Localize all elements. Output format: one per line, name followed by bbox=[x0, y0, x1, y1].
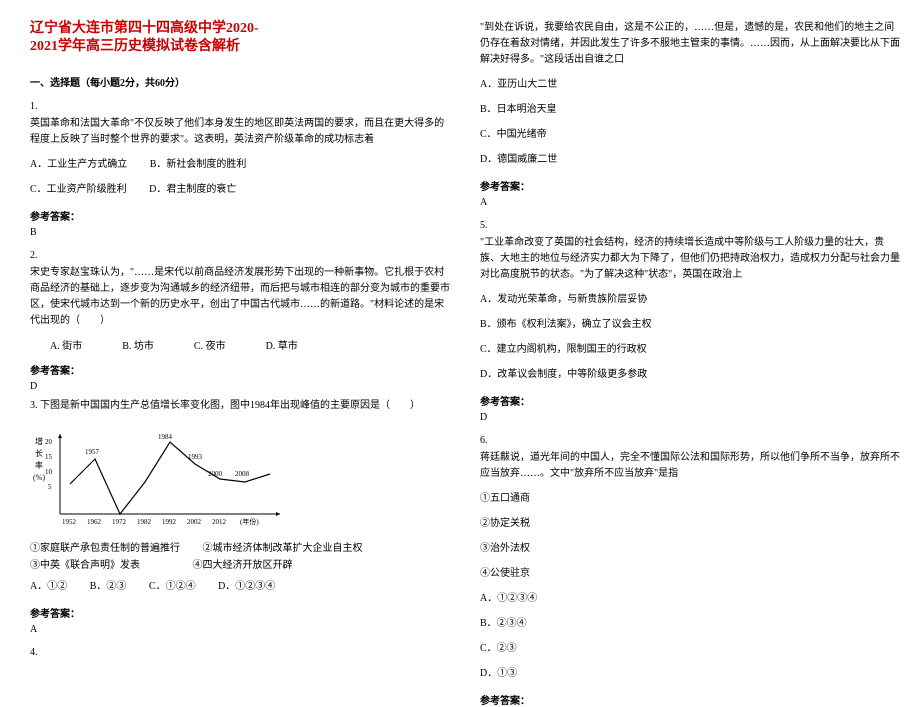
q4-optD: D．德国威廉二世 bbox=[480, 151, 900, 168]
q1-optC: C．工业资产阶级胜利 bbox=[30, 184, 127, 195]
q4-text: "到处在诉说，我要给农民自由，这是不公正的，……但是，遗憾的是，农民和他们的地主… bbox=[480, 20, 900, 68]
q3-optA: A．①② bbox=[30, 581, 67, 592]
q6-combo2: ②协定关税 bbox=[480, 515, 900, 532]
left-column: 辽宁省大连市第四十四高级中学2020- 2021学年高三历史模拟试卷含解析 一、… bbox=[30, 20, 450, 631]
q2-optB: B. 坊市 bbox=[122, 337, 154, 352]
q5-optB: B．颁布《权利法案》，确立了议会主权 bbox=[480, 316, 900, 333]
gdp-growth-chart: 增 长 率 (%) 20 15 10 5 1957 1984 1993 2000… bbox=[30, 424, 290, 534]
q3-answer: A bbox=[30, 624, 450, 635]
ytick-5: 5 bbox=[48, 483, 52, 491]
xt-1992: 1992 bbox=[162, 518, 177, 526]
q2-answer: D bbox=[30, 381, 450, 392]
q1-optD: D．君主制度的衰亡 bbox=[149, 184, 236, 195]
q5-optC: C．建立内阁机构，限制国王的行政权 bbox=[480, 341, 900, 358]
peak-2008: 2008 bbox=[235, 470, 250, 478]
title-line2: 2021学年高三历史模拟试卷含解析 bbox=[30, 38, 450, 56]
q3-combo4: ④四大经济开放区开辟 bbox=[193, 560, 293, 571]
q4-number: 4. bbox=[30, 647, 450, 658]
ytick-10: 10 bbox=[45, 468, 53, 476]
peak-1957: 1957 bbox=[85, 448, 100, 456]
q6-answer-label: 参考答案： bbox=[480, 692, 900, 707]
q3-combos: ①家庭联产承包责任制的普遍推行 ②城市经济体制改革扩大企业自主权 bbox=[30, 540, 450, 557]
q2-answer-label: 参考答案： bbox=[30, 362, 450, 377]
q5-answer: D bbox=[480, 412, 900, 423]
q1-number: 1. bbox=[30, 101, 450, 112]
q1-answer: B bbox=[30, 227, 450, 238]
q3-combo2: ②城市经济体制改革扩大企业自主权 bbox=[203, 543, 363, 554]
q6-combo1: ①五口通商 bbox=[480, 490, 900, 507]
peak-1984: 1984 bbox=[158, 433, 173, 441]
title-line1: 辽宁省大连市第四十四高级中学2020- bbox=[30, 20, 450, 38]
q3-optB: B．②③ bbox=[90, 581, 127, 592]
q1-text: 英国革命和法国大革命"不仅反映了他们本身发生的地区即英法两国的要求，而且在更大得… bbox=[30, 116, 450, 148]
q1-answer-label: 参考答案： bbox=[30, 208, 450, 223]
xt-1952: 1952 bbox=[62, 518, 77, 526]
q3-optD: D．①②③④ bbox=[218, 581, 275, 592]
peak-1993: 1993 bbox=[188, 453, 203, 461]
xt-2012: 2012 bbox=[212, 518, 227, 526]
ytick-15: 15 bbox=[45, 453, 53, 461]
exam-title: 辽宁省大连市第四十四高级中学2020- 2021学年高三历史模拟试卷含解析 bbox=[30, 20, 450, 56]
xt-1982: 1982 bbox=[137, 518, 152, 526]
q6-optB: B．②③④ bbox=[480, 615, 900, 632]
xt-1962: 1962 bbox=[87, 518, 102, 526]
q1-optB: B．新社会制度的胜利 bbox=[150, 159, 247, 170]
xt-2002: 2002 bbox=[187, 518, 202, 526]
q4-answer-label: 参考答案： bbox=[480, 178, 900, 193]
q2-options: A. 街市 B. 坊市 C. 夜市 D. 草市 bbox=[50, 337, 450, 352]
q3-combos-2: ③中英《联合声明》发表 ④四大经济开放区开辟 bbox=[30, 557, 450, 574]
q3-answer-label: 参考答案： bbox=[30, 605, 450, 620]
q5-number: 5. bbox=[480, 220, 900, 231]
right-column: "到处在诉说，我要给农民自由，这是不公正的，……但是，遗憾的是，农民和他们的地主… bbox=[480, 20, 900, 631]
xt-1972: 1972 bbox=[112, 518, 127, 526]
q3-number: 3. bbox=[30, 400, 38, 411]
q4-optC: C．中国光绪帝 bbox=[480, 126, 900, 143]
q6-optD: D．①③ bbox=[480, 665, 900, 682]
q5-optA: A．发动光荣革命，与新贵族阶层妥协 bbox=[480, 291, 900, 308]
q2-optA: A. 街市 bbox=[50, 337, 82, 352]
q1-optA: A．工业生产方式确立 bbox=[30, 159, 127, 170]
q4-optA: A．亚历山大二世 bbox=[480, 76, 900, 93]
q1-options: A．工业生产方式确立 B．新社会制度的胜利 bbox=[30, 156, 450, 173]
q2-number: 2. bbox=[30, 250, 450, 261]
ylabel-3: 率 bbox=[35, 460, 43, 470]
xlabel: (年份) bbox=[240, 517, 259, 526]
ytick-20: 20 bbox=[45, 438, 53, 446]
q3-combo1: ①家庭联产承包责任制的普遍推行 bbox=[30, 543, 180, 554]
q5-optD: D．改革议会制度，中等阶级更多参政 bbox=[480, 366, 900, 383]
q6-optC: C．②③ bbox=[480, 640, 900, 657]
q1-options-2: C．工业资产阶级胜利 D．君主制度的衰亡 bbox=[30, 181, 450, 198]
ylabel-4: (%) bbox=[33, 473, 45, 482]
q3-options: A．①② B．②③ C．①②④ D．①②③④ bbox=[30, 578, 450, 595]
q3-optC: C．①②④ bbox=[149, 581, 196, 592]
section-1-heading: 一、选择题（每小题2分，共60分） bbox=[30, 74, 450, 89]
ylabel-2: 长 bbox=[35, 448, 43, 458]
q2-text: 宋史专家赵宝珠认为，"……是宋代以前商品经济发展形势下出现的一种新事物。它扎根于… bbox=[30, 265, 450, 329]
chart-svg: 增 长 率 (%) 20 15 10 5 1957 1984 1993 2000… bbox=[30, 424, 290, 534]
q3-header: 3. 下图是新中国国内生产总值增长率变化图，图中1984年出现峰值的主要原因是（… bbox=[30, 398, 450, 414]
q4-answer: A bbox=[480, 197, 900, 208]
q6-combo3: ③治外法权 bbox=[480, 540, 900, 557]
q4-optB: B．日本明治天皇 bbox=[480, 101, 900, 118]
q6-text: 蒋廷黻说，道光年间的中国人，完全不懂国际公法和国际形势，所以他们争所不当争，放弃… bbox=[480, 450, 900, 482]
q3-combo3: ③中英《联合声明》发表 bbox=[30, 560, 140, 571]
q6-optA: A．①②③④ bbox=[480, 590, 900, 607]
q2-optC: C. 夜市 bbox=[194, 337, 226, 352]
q6-number: 6. bbox=[480, 435, 900, 446]
q3-text: 下图是新中国国内生产总值增长率变化图，图中1984年出现峰值的主要原因是（ ） bbox=[40, 400, 420, 411]
q5-text: "工业革命改变了英国的社会结构，经济的持续增长造成中等阶级与工人阶级力量的壮大，… bbox=[480, 235, 900, 283]
q6-combo4: ④公使驻京 bbox=[480, 565, 900, 582]
peak-2000: 2000 bbox=[208, 470, 223, 478]
q5-answer-label: 参考答案： bbox=[480, 393, 900, 408]
ylabel-1: 增 bbox=[35, 436, 43, 446]
q2-optD: D. 草市 bbox=[266, 337, 298, 352]
